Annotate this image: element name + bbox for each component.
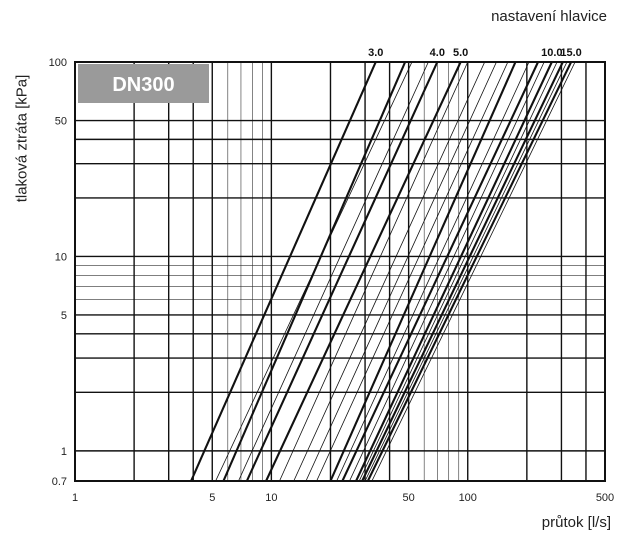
y-tick-label: 50 [55, 116, 67, 128]
chart-title: DN300 [112, 74, 174, 96]
setting-curve-thin [238, 62, 429, 481]
curve-setting-label: 15.0 [560, 47, 581, 59]
y-tick-label: 5 [61, 310, 67, 322]
setting-curve-bold [265, 62, 462, 481]
curve-legend-title: nastavení hlavice [491, 8, 607, 25]
title-layer: DN300 [78, 64, 209, 103]
setting-curve-thin [336, 62, 530, 481]
setting-curve-thin [293, 62, 486, 481]
tick-layer: 1 5 10 50 100 500 0.7 1 5 10 50 100 3.0 4.0 5.0 10.015.… [49, 47, 615, 504]
curve-setting-label: 4.0 [430, 47, 445, 59]
setting-curve-thin [215, 62, 413, 481]
setting-curve-bold [355, 62, 553, 481]
plot-frame [74, 61, 606, 482]
frame-layer [74, 61, 606, 482]
x-tick-label: 500 [596, 492, 614, 504]
y-tick-label: 1 [61, 446, 67, 458]
x-tick-label: 100 [459, 492, 477, 504]
setting-curve-thin [316, 62, 509, 481]
title-box [78, 64, 209, 103]
y-tick-label: 0.7 [52, 476, 67, 488]
curve-setting-label: 10.0 [541, 47, 562, 59]
series-layer [190, 62, 576, 481]
y-tick-label: 100 [49, 57, 67, 69]
curve-setting-label: 3.0 [368, 47, 383, 59]
grid-layer [74, 61, 606, 482]
setting-curve-thin [358, 62, 558, 481]
x-tick-label: 10 [265, 492, 277, 504]
setting-curve-thin [279, 62, 469, 481]
setting-curve-thin [364, 62, 568, 481]
y-tick-label: 10 [55, 251, 67, 263]
x-axis-label: průtok [l/s] [541, 514, 611, 531]
setting-curve-bold [190, 62, 377, 481]
curve-setting-label: 5.0 [453, 47, 468, 59]
setting-curve-bold [361, 62, 564, 481]
setting-curve-thin [371, 62, 576, 481]
x-tick-label: 5 [209, 492, 215, 504]
setting-curve-thin [349, 62, 545, 481]
x-tick-label: 50 [403, 492, 415, 504]
x-tick-label: 1 [72, 492, 78, 504]
setting-curve-bold [245, 62, 439, 481]
setting-curve-thin [305, 62, 497, 481]
setting-curve-bold [366, 62, 573, 481]
setting-curve-bold [222, 62, 407, 481]
setting-curve-bold [341, 62, 539, 481]
setting-curve-bold [329, 62, 517, 481]
